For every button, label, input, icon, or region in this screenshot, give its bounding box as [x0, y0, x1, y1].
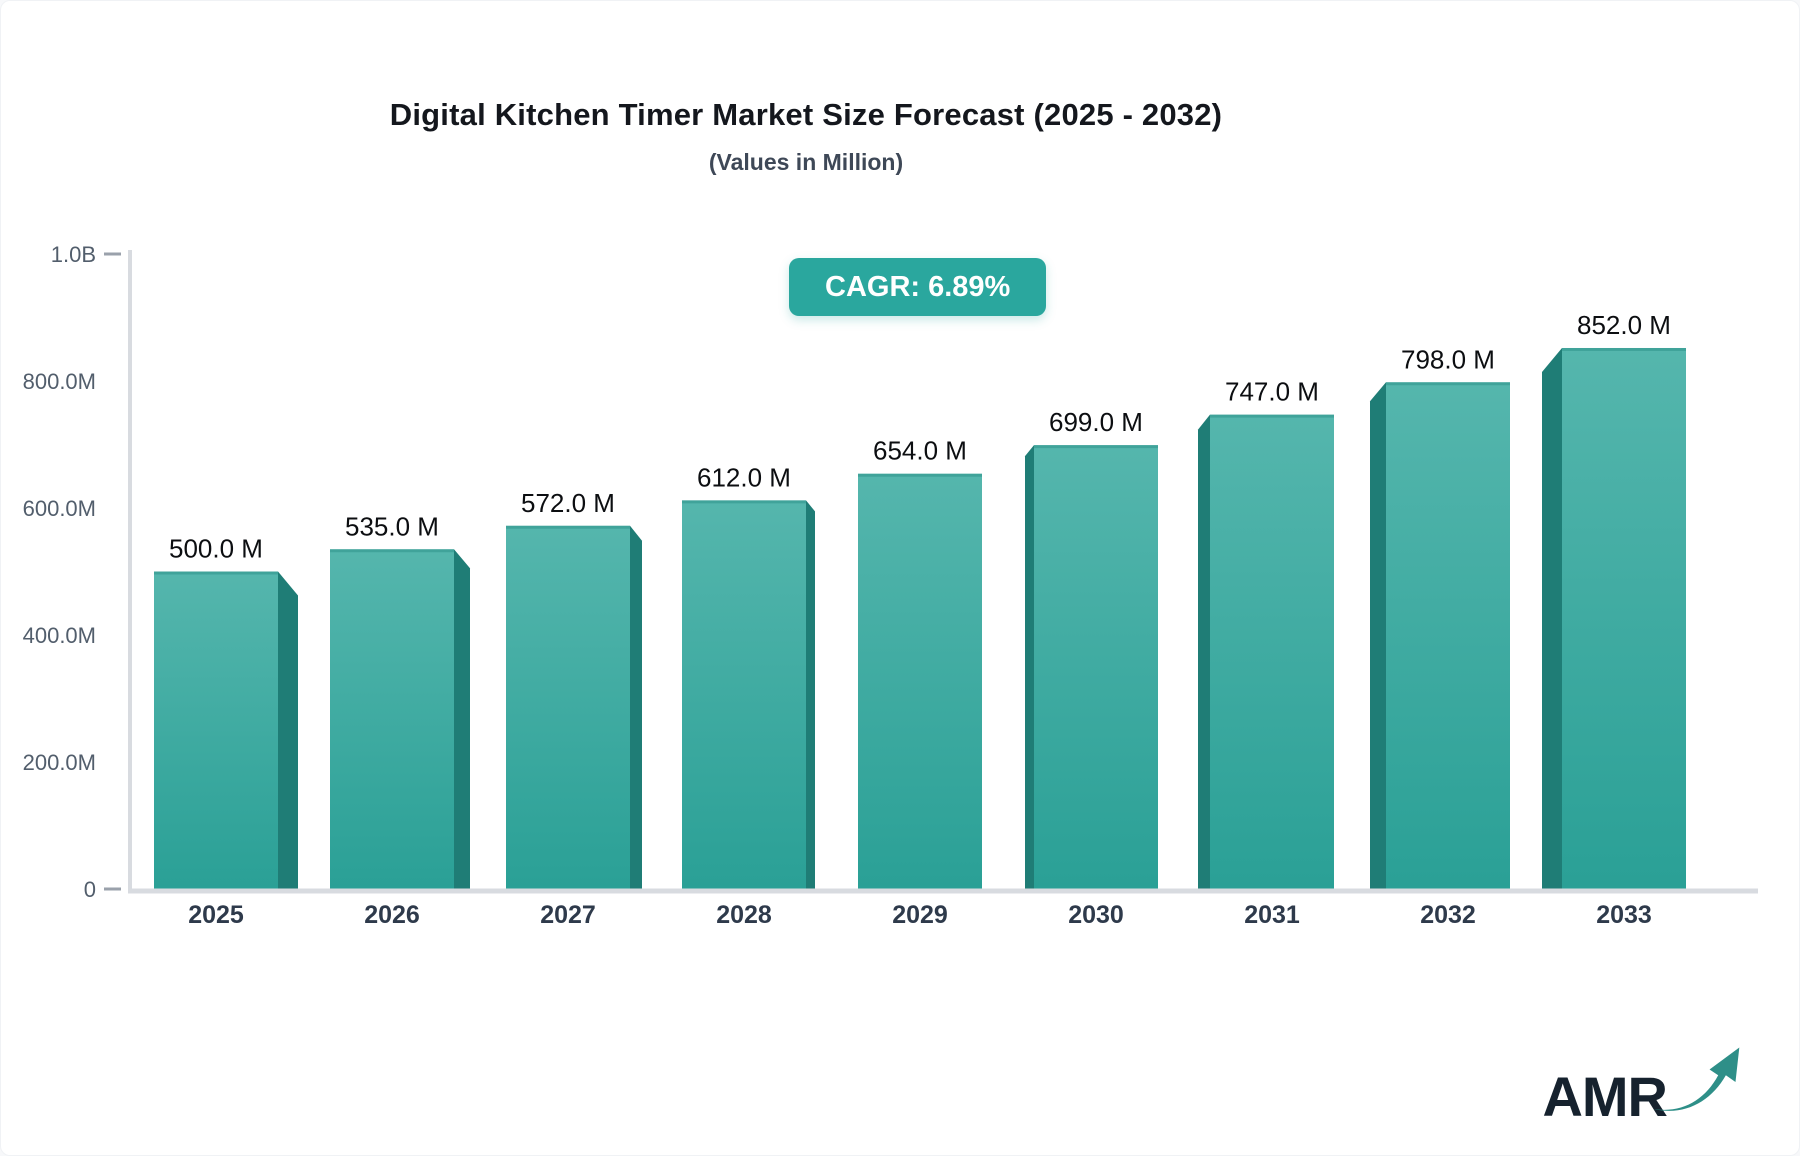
bar-2027	[506, 525, 642, 889]
bar-front-face	[1562, 347, 1686, 890]
bar-front-face	[1386, 382, 1510, 889]
bar-front-face	[682, 500, 806, 889]
bar-value-label: 747.0 M	[1225, 377, 1319, 407]
bar-side-face	[1025, 445, 1034, 889]
bar-value-label: 612.0 M	[697, 462, 791, 492]
bar-2026	[330, 549, 470, 889]
y-tick-label: 200.0M	[23, 750, 96, 775]
bar-front-face	[1210, 414, 1334, 889]
bar-2029	[858, 473, 982, 889]
bar-value-label: 535.0 M	[345, 511, 439, 541]
chart-subtitle: (Values in Million)	[708, 149, 904, 175]
bar-front-face	[1034, 445, 1158, 889]
bar-front-face	[330, 549, 454, 889]
y-tick-label: 1.0B	[51, 242, 96, 267]
x-tick-label: 2028	[716, 901, 772, 929]
x-tick-label: 2026	[364, 901, 420, 929]
bar-side-face	[630, 525, 642, 889]
bar-front-face	[506, 525, 630, 889]
bar-2028	[682, 500, 815, 889]
bar-value-label: 699.0 M	[1049, 407, 1143, 437]
bar-side-face	[1198, 414, 1210, 889]
x-tick-label: 2027	[540, 901, 596, 929]
y-tick-label: 400.0M	[23, 623, 96, 648]
bar-2025	[154, 571, 298, 889]
bar-value-label: 798.0 M	[1401, 344, 1495, 374]
chart-title: Digital Kitchen Timer Market Size Foreca…	[389, 97, 1223, 132]
x-tick-label: 2031	[1244, 901, 1300, 929]
bar-side-face	[806, 500, 815, 889]
y-tick-label: 600.0M	[23, 496, 96, 521]
bar-2033	[1542, 347, 1686, 890]
cagr-badge: CAGR: 6.89%	[789, 258, 1047, 316]
x-tick-label: 2025	[188, 901, 244, 929]
bar-2032	[1370, 382, 1510, 889]
bar-value-label: 500.0 M	[169, 534, 263, 564]
bar-value-label: 654.0 M	[873, 436, 967, 466]
amr-logo: AMR	[1542, 1043, 1747, 1125]
x-tick-label: 2029	[892, 901, 948, 929]
growth-arrow-icon	[1652, 1047, 1740, 1111]
x-tick-label: 2032	[1420, 901, 1476, 929]
y-tick-label: 800.0M	[23, 369, 96, 394]
y-tick-label: 0	[84, 877, 96, 902]
x-tick-label: 2033	[1596, 901, 1652, 929]
bar-value-label: 852.0 M	[1577, 310, 1671, 340]
chart-header: Digital Kitchen Timer Market Size Foreca…	[1, 1, 1611, 176]
amr-logo-text: AMR	[1542, 1065, 1668, 1128]
bar-side-face	[1370, 382, 1386, 889]
bar-2030	[1025, 445, 1158, 889]
x-tick-label: 2030	[1068, 901, 1124, 929]
bar-front-face	[858, 473, 982, 889]
bar-value-label: 572.0 M	[521, 488, 615, 518]
bar-side-face	[1542, 347, 1562, 890]
bar-front-face	[154, 571, 278, 889]
bar-chart: 0 200.0M 400.0M 600.0M 800.0M 1.0B 500.0 M 2025…	[1, 1, 1799, 961]
bar-side-face	[454, 549, 470, 889]
bar-2031	[1198, 414, 1334, 889]
bar-side-face	[278, 571, 298, 889]
